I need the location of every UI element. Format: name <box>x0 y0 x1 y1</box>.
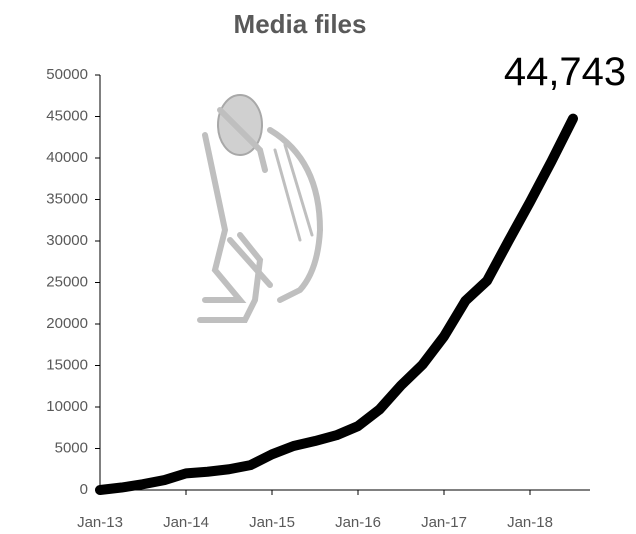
line <box>95 113 578 495</box>
x-tick-label: Jan-18 <box>507 514 553 531</box>
y-tick-label: 0 <box>80 481 88 498</box>
x-tick-label: Jan-17 <box>421 514 467 531</box>
value-label: 44,743 <box>504 50 626 94</box>
skeleton-image <box>197 94 324 323</box>
y-tick-label: 15000 <box>46 356 88 373</box>
y-tick-label: 40000 <box>46 149 88 166</box>
y-tick-label: 5000 <box>55 439 88 456</box>
y-tick-label: 45000 <box>46 107 88 124</box>
y-tick-label: 20000 <box>46 315 88 332</box>
x-tick-label: Jan-14 <box>163 514 209 531</box>
y-tick-label: 50000 <box>46 66 88 83</box>
x-tick-label: Jan-13 <box>77 514 123 531</box>
y-tick-label: 25000 <box>46 273 88 290</box>
x-tick-label: Jan-16 <box>335 514 381 531</box>
y-tick-label: 35000 <box>46 190 88 207</box>
y-tick-label: 30000 <box>46 232 88 249</box>
y-tick-label: 10000 <box>46 398 88 415</box>
chart-title: Media files <box>234 9 367 39</box>
x-tick-label: Jan-15 <box>249 514 295 531</box>
